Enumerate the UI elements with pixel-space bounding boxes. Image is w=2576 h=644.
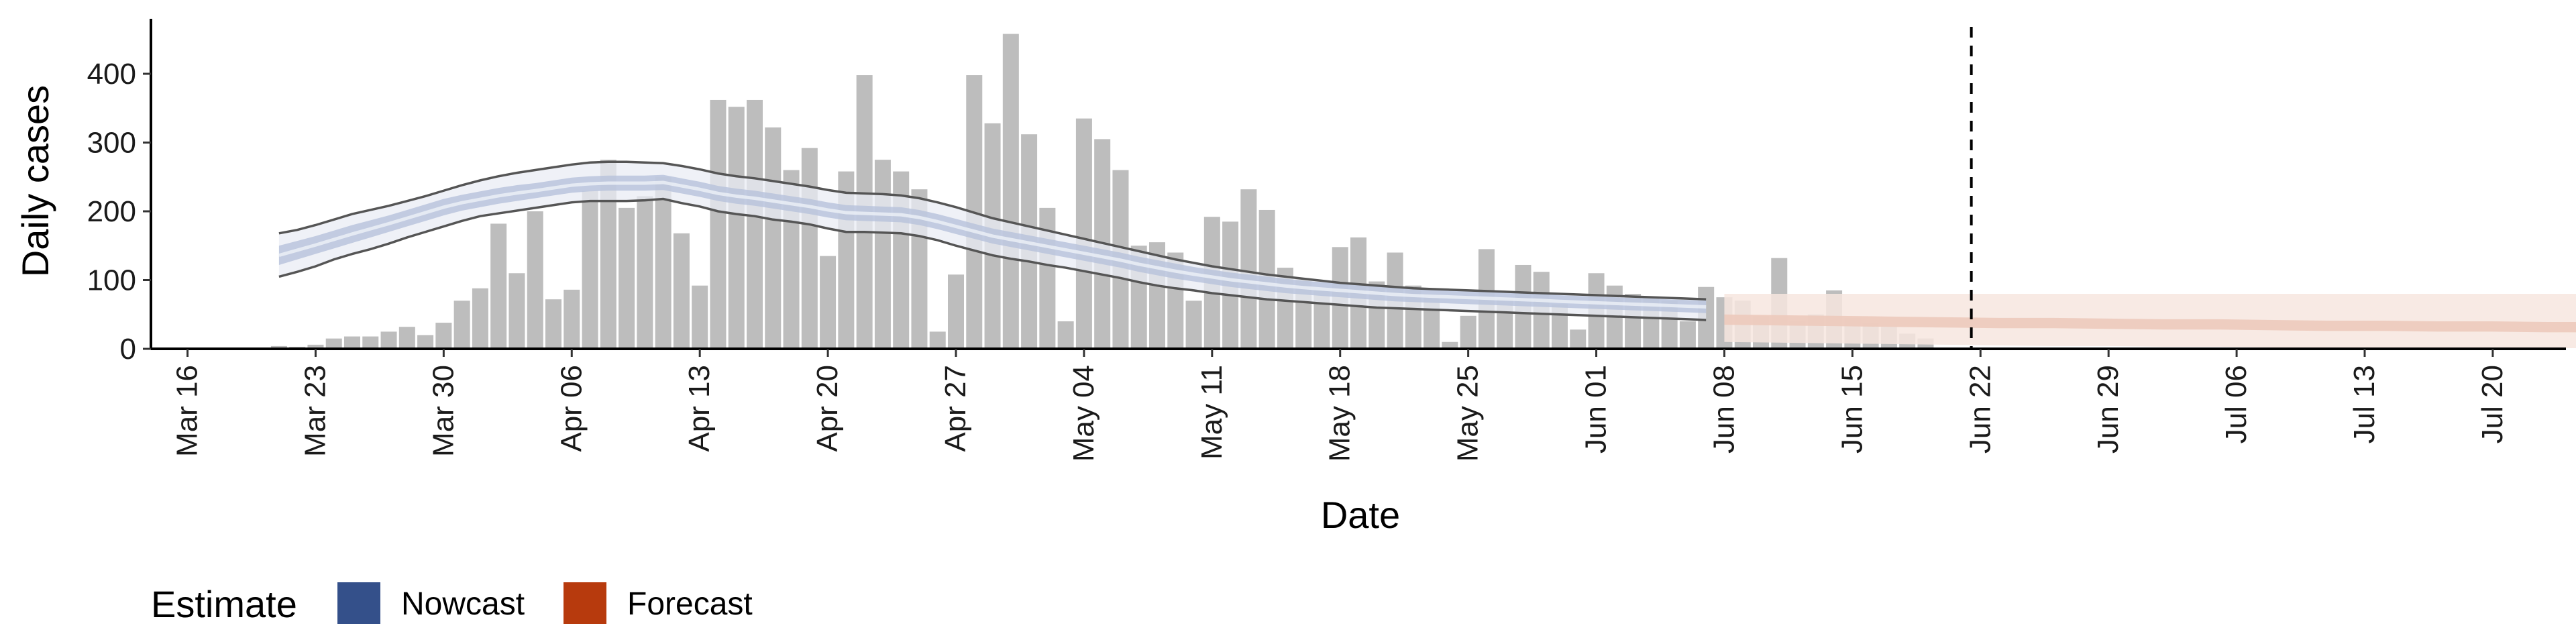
bar: [1679, 321, 1696, 349]
bar: [673, 233, 690, 349]
bar: [564, 289, 580, 349]
bar: [929, 331, 946, 350]
x-tick-label: Jun 08: [1707, 365, 1740, 453]
bar: [1570, 329, 1587, 349]
bar: [1185, 301, 1202, 349]
y-tick-label: 100: [87, 264, 136, 297]
x-tick-label: Mar 23: [299, 365, 331, 457]
y-tick-label: 300: [87, 127, 136, 160]
bar: [1240, 189, 1257, 349]
x-tick-label: May 18: [1324, 365, 1356, 462]
x-tick-label: Apr 20: [811, 365, 844, 452]
axes-layer: 0 100 200 300 400 Mar 16 Mar 23 Mar 30 Apr 06 Apr…: [87, 19, 2566, 462]
bar: [545, 299, 561, 349]
bar: [874, 160, 891, 350]
bar: [728, 107, 745, 349]
bar: [801, 148, 818, 349]
x-tick-label: Apr 13: [683, 365, 716, 452]
bar: [472, 288, 488, 349]
bar: [362, 336, 379, 349]
legend-label-forecast: Forecast: [627, 586, 753, 622]
bands-layer: [278, 160, 2576, 348]
x-axis-title: Date: [1321, 494, 1400, 536]
bar: [1460, 315, 1477, 349]
bar: [582, 191, 598, 349]
bar: [307, 344, 324, 349]
bar: [655, 176, 672, 349]
x-tick-label: Jul 06: [2220, 365, 2253, 443]
y-tick-label: 0: [120, 333, 136, 366]
nowcast-lower-line: [278, 197, 1707, 321]
bar: [453, 301, 470, 349]
bar: [344, 336, 360, 349]
x-tick-label: Jul 20: [2476, 365, 2509, 443]
bar: [747, 99, 763, 349]
bar: [710, 99, 727, 349]
bar: [508, 273, 525, 349]
bar: [765, 127, 782, 349]
nowcast-upper-line: [278, 160, 1707, 301]
x-tick-label: May 25: [1452, 365, 1485, 462]
bar: [435, 323, 452, 349]
legend-label-nowcast: Nowcast: [401, 586, 525, 622]
legend-swatch-forecast: [564, 582, 606, 624]
x-tick-label: Jul 13: [2348, 365, 2381, 443]
bar: [692, 285, 708, 349]
x-tick-label: Jun 22: [1964, 365, 1996, 453]
x-tick-label: May 04: [1067, 365, 1100, 462]
legend-title: Estimate: [151, 583, 297, 625]
nowcast-median-line: [278, 180, 1707, 309]
bar: [637, 196, 653, 349]
bars-layer: [270, 34, 1934, 350]
bar: [1002, 34, 1019, 350]
y-tick-label: 400: [87, 58, 136, 91]
bar: [417, 335, 434, 349]
x-tick-label: Jun 01: [1580, 365, 1613, 453]
bar: [490, 223, 507, 349]
bar: [325, 338, 342, 350]
x-tick-label: Jun 15: [1835, 365, 1868, 453]
x-tick-label: Jun 29: [2092, 365, 2125, 453]
bar: [948, 274, 964, 349]
bar: [398, 327, 415, 349]
bar: [270, 345, 287, 349]
bar: [1057, 321, 1074, 349]
legend-swatch-nowcast: [337, 582, 380, 624]
nowcast-band-50: [278, 174, 1707, 313]
bar: [1075, 118, 1092, 350]
y-axis-title: Daily cases: [14, 85, 56, 277]
bar: [380, 331, 397, 350]
x-tick-label: Apr 06: [555, 365, 588, 452]
bar: [527, 211, 543, 349]
bar: [619, 207, 635, 350]
x-tick-label: Apr 27: [939, 365, 972, 452]
x-tick-label: Mar 30: [427, 365, 460, 457]
legend: Estimate Nowcast Forecast: [151, 582, 753, 625]
y-tick-label: 200: [87, 195, 136, 228]
bar: [1442, 341, 1458, 349]
x-tick-label: Mar 16: [171, 365, 204, 457]
bar: [820, 256, 837, 350]
forecast-band-50: [1724, 314, 2576, 333]
x-tick-label: May 11: [1195, 365, 1228, 460]
